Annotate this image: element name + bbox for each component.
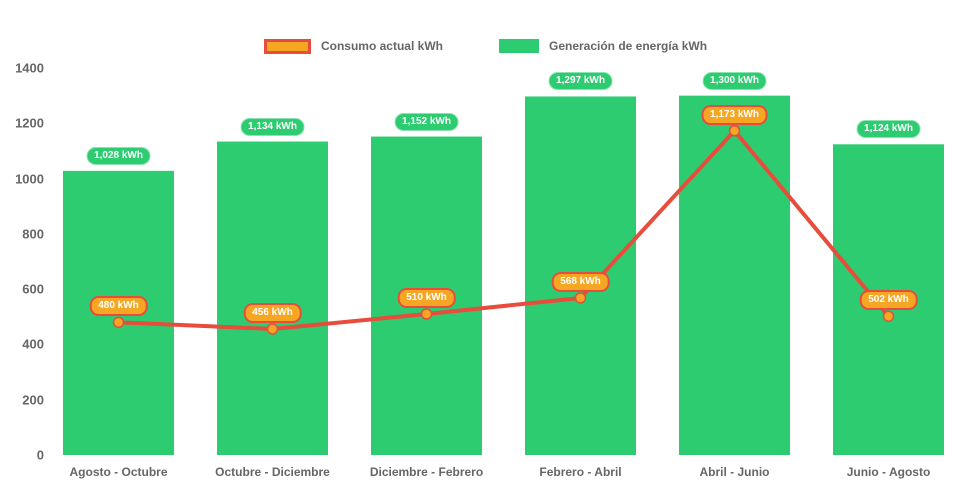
consumption-point-4[interactable] bbox=[728, 124, 741, 137]
x-label-1: Octubre - Diciembre bbox=[215, 465, 330, 479]
generation-value-pill-3: 1,297 kWh bbox=[548, 72, 613, 91]
legend-label-generacion: Generación de energía kWh bbox=[548, 39, 708, 53]
consumption-line bbox=[116, 128, 891, 331]
generation-value-pill-4: 1,300 kWh bbox=[702, 71, 767, 90]
legend-label-consumo: Consumo actual kWh bbox=[320, 39, 443, 53]
x-label-5: Junio - Agosto bbox=[846, 465, 931, 479]
y-tick-400: 400 bbox=[22, 336, 44, 352]
consumption-point-2[interactable] bbox=[420, 308, 433, 320]
generation-value-pill-2: 1,152 kWh bbox=[394, 112, 459, 131]
consumption-value-pill-0: 480 kWh bbox=[89, 296, 148, 317]
y-tick-800: 800 bbox=[22, 226, 44, 242]
consumption-value-pill-1: 456 kWh bbox=[243, 302, 302, 323]
generacion-swatch-icon bbox=[498, 39, 539, 53]
generation-bar-4[interactable] bbox=[679, 95, 790, 456]
y-tick-1000: 1000 bbox=[15, 171, 44, 187]
y-tick-0: 0 bbox=[36, 447, 44, 463]
consumption-value-pill-3: 568 kWh bbox=[551, 271, 610, 292]
y-tick-600: 600 bbox=[22, 281, 44, 297]
consumption-point-3[interactable] bbox=[574, 292, 587, 304]
y-tick-1200: 1200 bbox=[15, 115, 44, 131]
consumption-point-1[interactable] bbox=[266, 323, 279, 335]
x-label-4: Abril - Junio bbox=[699, 465, 770, 479]
generation-value-pill-0: 1,028 kWh bbox=[86, 146, 151, 165]
chart-legend: Consumo actual kWh Generación de energía… bbox=[0, 36, 971, 56]
x-label-0: Agosto - Octubre bbox=[69, 465, 168, 479]
consumption-point-0[interactable] bbox=[112, 316, 125, 329]
consumption-value-pill-5: 502 kWh bbox=[859, 290, 918, 311]
legend-item-consumo[interactable]: Consumo actual kWh bbox=[263, 38, 443, 54]
consumption-point-5[interactable] bbox=[882, 310, 895, 322]
x-label-3: Febrero - Abril bbox=[539, 465, 622, 479]
consumption-value-pill-4: 1,173 kWh bbox=[701, 104, 768, 125]
x-label-2: Diciembre - Febrero bbox=[369, 465, 484, 479]
generation-value-pill-1: 1,134 kWh bbox=[240, 117, 305, 136]
consumption-value-pill-2: 510 kWh bbox=[397, 288, 456, 309]
generation-value-pill-5: 1,124 kWh bbox=[856, 120, 921, 139]
y-tick-1400: 1400 bbox=[15, 60, 44, 76]
consumo-swatch-icon bbox=[263, 38, 311, 54]
legend-item-generacion[interactable]: Generación de energía kWh bbox=[498, 39, 708, 53]
y-tick-200: 200 bbox=[22, 392, 44, 408]
generation-bar-1[interactable] bbox=[217, 141, 328, 455]
